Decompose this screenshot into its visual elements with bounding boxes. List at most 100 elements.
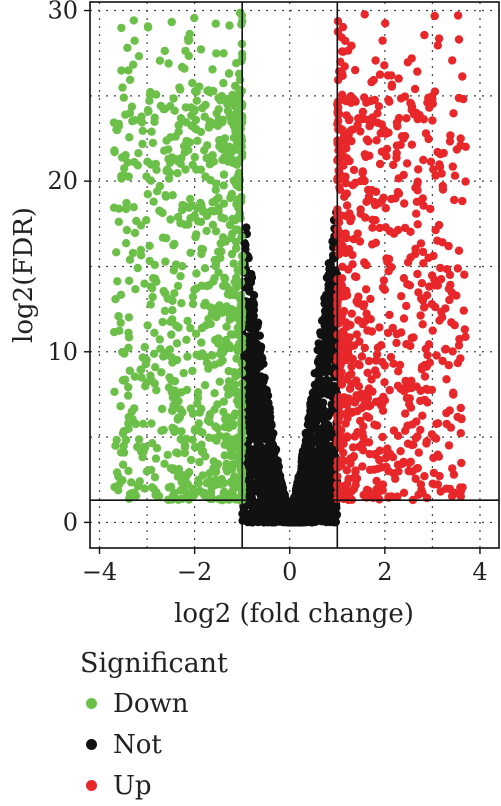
- point-down: [188, 160, 197, 170]
- point-down: [232, 181, 241, 190]
- point-up: [345, 156, 354, 166]
- point-up: [416, 311, 425, 320]
- point-up: [393, 122, 402, 131]
- point-down: [225, 311, 235, 320]
- legend-label-up: Up: [113, 770, 152, 801]
- point-up: [368, 215, 377, 224]
- point-up: [372, 421, 382, 430]
- point-up: [366, 294, 375, 304]
- point-down: [204, 364, 213, 373]
- point-up: [456, 141, 465, 150]
- point-up: [394, 113, 404, 123]
- point-down: [236, 475, 246, 484]
- point-down: [133, 481, 143, 490]
- point-up: [335, 67, 344, 76]
- point-down: [150, 117, 159, 127]
- point-down: [128, 248, 138, 258]
- point-up: [340, 192, 349, 201]
- point-up: [427, 271, 437, 280]
- point-up: [404, 466, 413, 476]
- point-not: [247, 269, 256, 279]
- point-down: [167, 330, 176, 339]
- point-down: [186, 214, 195, 223]
- point-down: [110, 387, 119, 396]
- point-up: [436, 263, 445, 273]
- point-up: [435, 316, 444, 325]
- point-up: [337, 281, 347, 290]
- point-down: [114, 486, 123, 495]
- point-down: [220, 487, 229, 496]
- point-up: [426, 157, 436, 166]
- point-up: [360, 343, 369, 353]
- point-up: [425, 358, 434, 367]
- point-down: [131, 285, 140, 294]
- point-down: [177, 388, 186, 397]
- point-up: [418, 320, 427, 329]
- point-up: [407, 140, 417, 149]
- point-up: [391, 474, 400, 483]
- point-up: [420, 472, 429, 481]
- point-down: [120, 376, 129, 385]
- point-up: [385, 385, 394, 395]
- point-not: [255, 372, 265, 382]
- point-not: [271, 455, 280, 464]
- point-up: [378, 36, 387, 45]
- point-up: [411, 183, 420, 192]
- point-down: [145, 90, 155, 100]
- point-up: [379, 276, 389, 285]
- point-up: [454, 341, 464, 350]
- legend: Significant Down Not Up: [80, 648, 228, 806]
- point-down: [183, 352, 192, 361]
- point-up: [398, 459, 407, 469]
- point-up: [385, 97, 394, 106]
- point-not: [323, 502, 332, 511]
- point-up: [402, 114, 411, 123]
- point-up: [407, 333, 416, 343]
- point-down: [193, 136, 202, 145]
- point-up: [382, 462, 391, 471]
- legend-title: Significant: [80, 648, 228, 679]
- point-down: [129, 60, 138, 69]
- point-down: [214, 247, 223, 256]
- point-down: [173, 449, 183, 458]
- point-down: [133, 263, 142, 273]
- point-up: [380, 361, 389, 370]
- point-up: [345, 114, 354, 124]
- point-up: [460, 325, 469, 334]
- point-up: [378, 406, 388, 415]
- point-down: [138, 453, 147, 462]
- point-up: [372, 476, 381, 486]
- point-up: [457, 458, 466, 468]
- point-down: [164, 59, 173, 68]
- point-down: [140, 342, 149, 352]
- point-up: [350, 473, 359, 482]
- point-up: [434, 34, 444, 43]
- point-down: [155, 56, 165, 65]
- x-tick-label: 0: [282, 558, 297, 586]
- point-up: [416, 425, 425, 435]
- point-down: [173, 169, 182, 178]
- point-down: [210, 389, 219, 398]
- point-down: [148, 138, 158, 148]
- point-down: [219, 281, 228, 290]
- point-down: [161, 257, 170, 266]
- point-up: [341, 318, 351, 327]
- point-down: [118, 347, 127, 357]
- point-down: [201, 172, 210, 181]
- point-up: [448, 162, 457, 171]
- point-down: [119, 427, 128, 436]
- point-down: [197, 338, 206, 347]
- point-down: [150, 473, 160, 482]
- point-down: [140, 279, 149, 288]
- point-up: [454, 35, 464, 44]
- point-down: [147, 127, 156, 136]
- point-up: [446, 131, 455, 140]
- point-down: [218, 348, 227, 358]
- point-not: [313, 424, 322, 433]
- x-tick-label: −4: [82, 558, 117, 586]
- point-down: [234, 69, 244, 79]
- point-down: [225, 21, 234, 30]
- point-not: [320, 315, 329, 325]
- point-not: [250, 365, 259, 375]
- point-up: [392, 149, 401, 158]
